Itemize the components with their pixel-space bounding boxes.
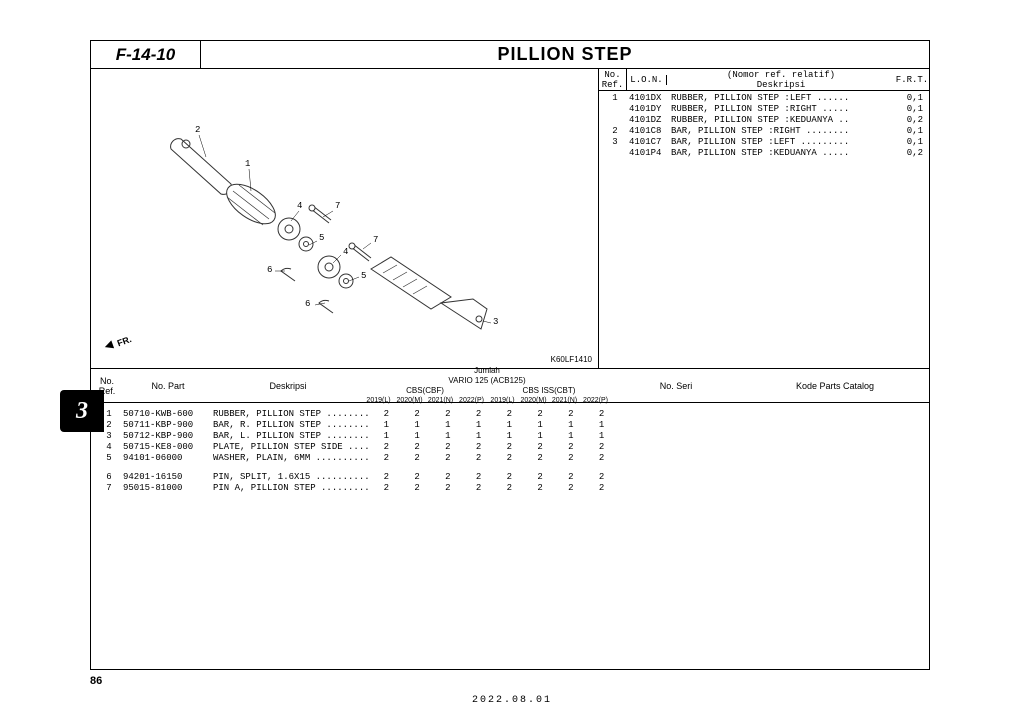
exploded-diagram: 2 1 4 7 5 6 7 4 5 6 3 FR. K60LF1410 xyxy=(91,69,599,368)
year-col: 2021(N) xyxy=(549,396,580,406)
chapter-tab: 3 xyxy=(60,390,104,432)
callout-1: 1 xyxy=(245,159,250,169)
year-col: 2022(P) xyxy=(456,396,487,406)
upper-panel: 2 1 4 7 5 6 7 4 5 6 3 FR. K60LF1410 No. … xyxy=(91,69,929,369)
col-frt: F.R.T. xyxy=(895,75,929,85)
year-col: 2022(P) xyxy=(580,396,611,406)
ref-table-head: No. Ref. L.O.N. (Nomor ref. relatif) Des… xyxy=(599,69,929,91)
parts-row: 694201-16150PIN, SPLIT, 1.6X15 .........… xyxy=(95,472,925,483)
callout-6a: 6 xyxy=(267,265,272,275)
col-desc: (Nomor ref. relatif) Deskripsi xyxy=(667,70,895,90)
col-noref: No. Ref. xyxy=(599,69,627,91)
callout-2: 2 xyxy=(195,125,200,135)
year-col: 2020(M) xyxy=(518,396,549,406)
ph-model: VARIO 125 (ACB125) xyxy=(448,376,525,386)
footer-date: 2022.08.01 xyxy=(0,695,1024,706)
ref-row: 24101C8BAR, PILLION STEP :RIGHT ........… xyxy=(601,126,927,137)
catalog-page: F-14-10 PILLION STEP xyxy=(90,40,930,670)
ref-row: 34101C7BAR, PILLION STEP :LEFT .........… xyxy=(601,137,927,148)
diagram-svg xyxy=(91,69,599,367)
callout-5b: 5 xyxy=(361,271,366,281)
year-col: 2020(M) xyxy=(394,396,425,406)
ref-row: 4101DYRUBBER, PILLION STEP :RIGHT .....0… xyxy=(601,104,927,115)
col-lon: L.O.N. xyxy=(627,75,667,85)
page-number: 86 xyxy=(90,675,102,687)
callout-7b: 7 xyxy=(373,235,378,245)
parts-table-body: 150710-KWB-600RUBBER, PILLION STEP .....… xyxy=(91,403,929,494)
ph-variant-a: CBS(CBF) xyxy=(363,386,487,396)
section-code: F-14-10 xyxy=(91,41,201,68)
callout-3: 3 xyxy=(493,317,498,327)
ref-row: 14101DXRUBBER, PILLION STEP :LEFT ......… xyxy=(601,93,927,104)
year-col: 2019(L) xyxy=(363,396,394,406)
parts-row: 450715-KE8-000PLATE, PILLION STEP SIDE .… xyxy=(95,442,925,453)
year-col: 2019(L) xyxy=(487,396,518,406)
callout-4a: 4 xyxy=(297,201,302,211)
page-header: F-14-10 PILLION STEP xyxy=(91,41,929,69)
parts-row: 150710-KWB-600RUBBER, PILLION STEP .....… xyxy=(95,409,925,420)
section-title: PILLION STEP xyxy=(201,41,929,68)
ph-variant-b: CBS ISS(CBT) xyxy=(487,386,611,396)
parts-row: 594101-06000WASHER, PLAIN, 6MM .........… xyxy=(95,453,925,464)
diagram-code: K60LF1410 xyxy=(551,355,592,364)
year-col: 2021(N) xyxy=(425,396,456,406)
ref-table-body: 14101DXRUBBER, PILLION STEP :LEFT ......… xyxy=(599,91,929,161)
reference-table: No. Ref. L.O.N. (Nomor ref. relatif) Des… xyxy=(599,69,929,368)
col-desk: Deskripsi xyxy=(757,80,806,90)
ref-row: 4101DZRUBBER, PILLION STEP :KEDUANYA ..0… xyxy=(601,115,927,126)
ref-row: 4101P4BAR, PILLION STEP :KEDUANYA .....0… xyxy=(601,148,927,159)
parts-row: 350712-KBP-900BAR, L. PILLION STEP .....… xyxy=(95,431,925,442)
callout-5a: 5 xyxy=(319,233,324,243)
ph-jumlah: Jumlah VARIO 125 (ACB125) CBS(CBF) CBS I… xyxy=(363,369,611,402)
ph-kode: Kode Parts Catalog xyxy=(741,369,929,402)
parts-table-head: No. Ref. No. Part Deskripsi Jumlah VARIO… xyxy=(91,369,929,403)
col-nomor: (Nomor ref. relatif) xyxy=(727,70,835,80)
ph-desk: Deskripsi xyxy=(213,369,363,402)
callout-7a: 7 xyxy=(335,201,340,211)
parts-row: 795015-81000PIN A, PILLION STEP ........… xyxy=(95,483,925,494)
ph-nopart: No. Part xyxy=(123,369,213,402)
callout-4b: 4 xyxy=(343,247,348,257)
ph-noseri: No. Seri xyxy=(611,369,741,402)
ph-years: 2019(L)2020(M)2021(N)2022(P)2019(L)2020(… xyxy=(363,396,611,406)
callout-6b: 6 xyxy=(305,299,310,309)
parts-row: 250711-KBP-900BAR, R. PILLION STEP .....… xyxy=(95,420,925,431)
